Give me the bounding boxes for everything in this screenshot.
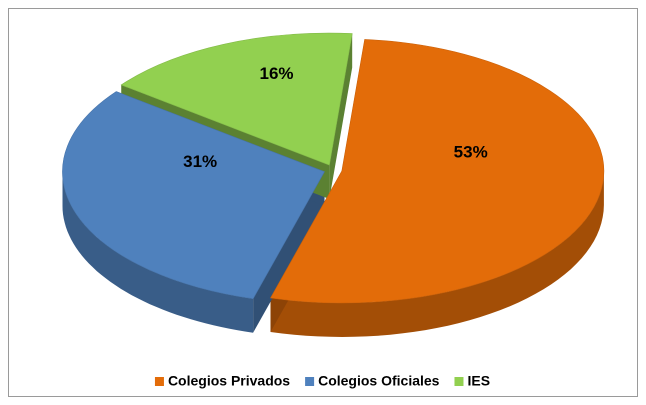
legend: Colegios Privados Colegios Oficiales IES (154, 373, 490, 389)
legend-label: IES (467, 373, 490, 389)
pie-slice (270, 39, 605, 304)
pie-side (62, 171, 254, 333)
data-label: 16% (259, 64, 293, 83)
data-labels: 53% 31% 16% (183, 64, 488, 171)
legend-label: Colegios Privados (168, 373, 290, 389)
data-label: 31% (183, 152, 217, 171)
legend-swatch (305, 377, 315, 386)
pie-cut-face (329, 33, 353, 200)
legend-item: IES (454, 373, 490, 389)
pie-cut-face (253, 171, 325, 333)
pie-slice (62, 91, 325, 300)
pie-side (270, 171, 604, 337)
pie-tops (62, 32, 605, 304)
legend-swatch (454, 377, 464, 386)
legend-swatch (154, 377, 164, 386)
legend-item: Colegios Privados (154, 373, 290, 389)
legend-item: Colegios Oficiales (305, 373, 440, 389)
data-label: 53% (454, 142, 488, 161)
pie-slice (120, 32, 353, 166)
legend-label: Colegios Oficiales (318, 373, 440, 389)
